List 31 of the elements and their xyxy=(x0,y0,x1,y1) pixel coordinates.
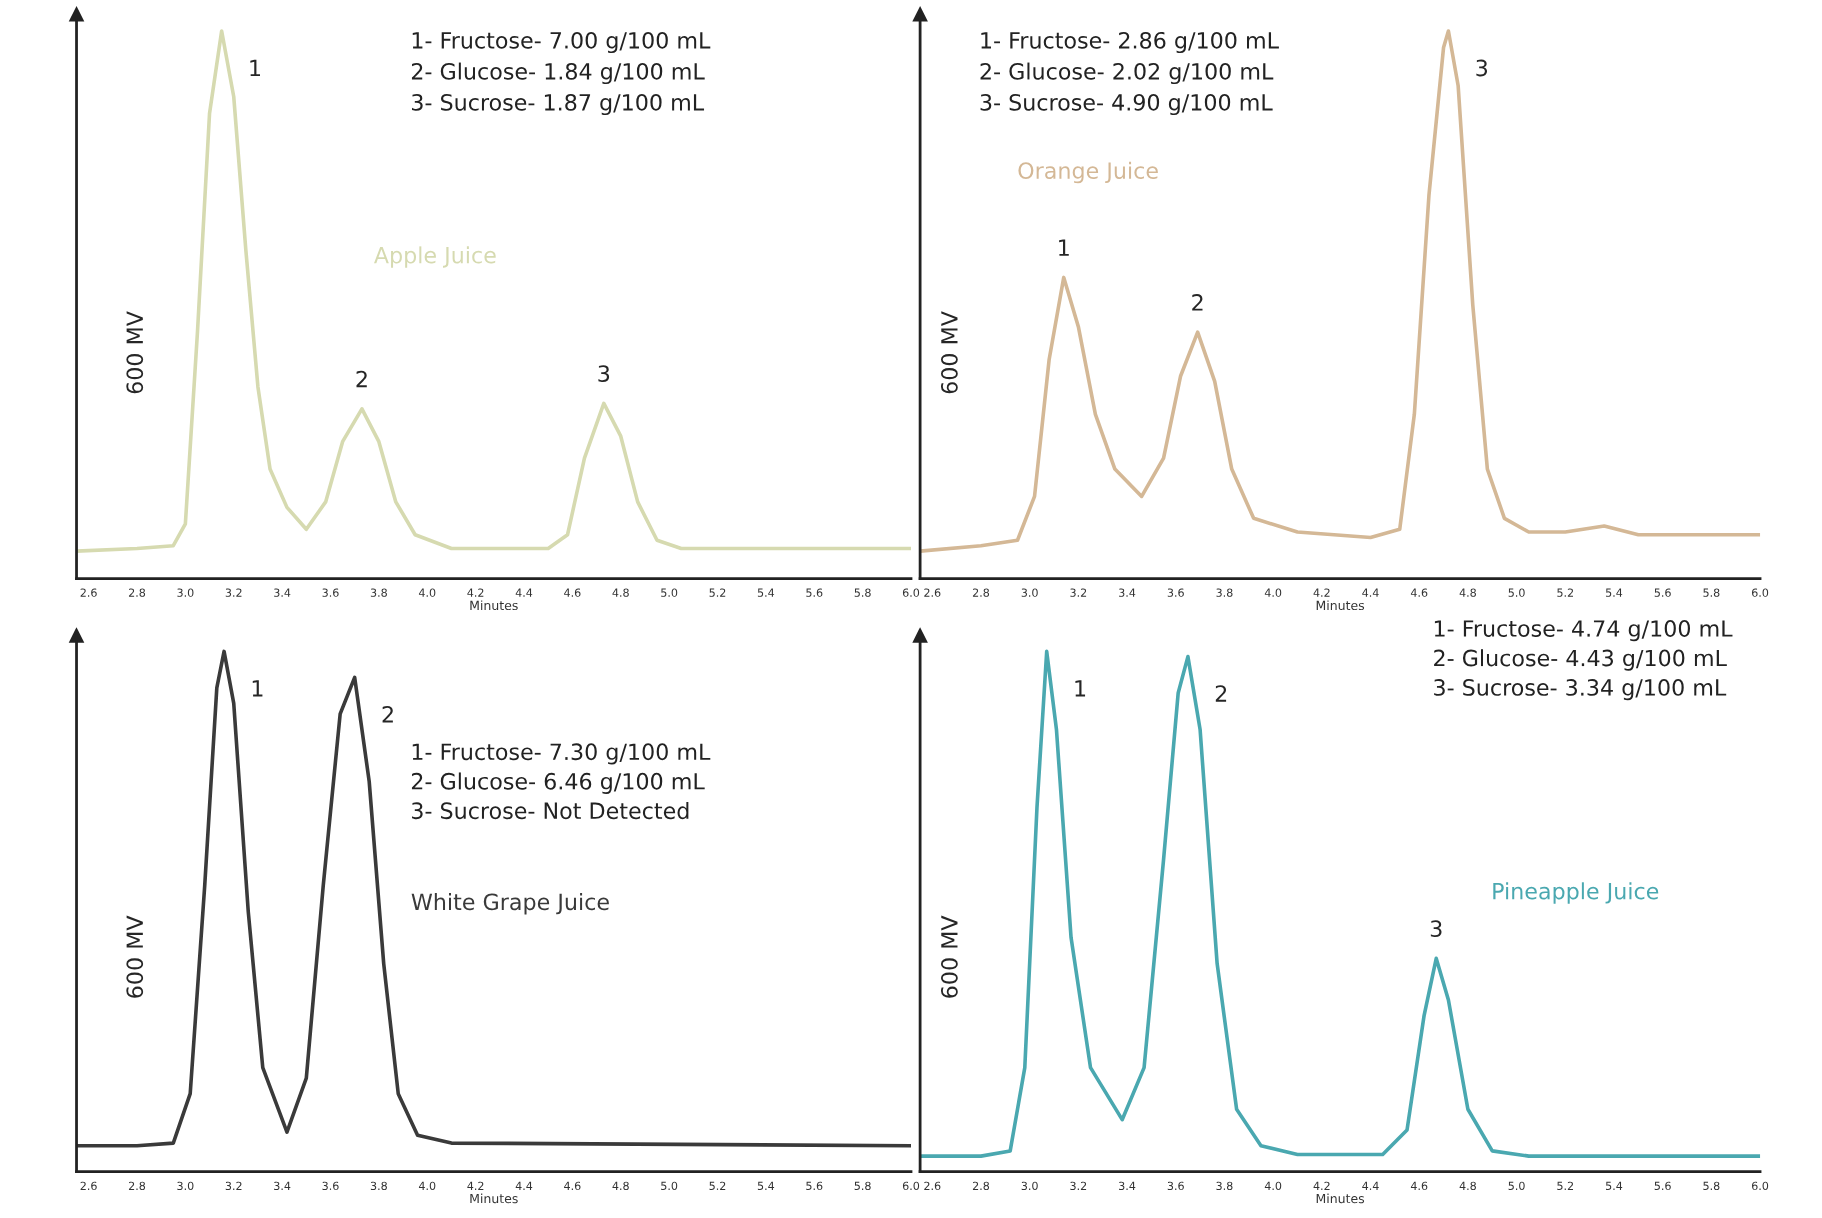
annotation: 3- Sucrose- Not Detected xyxy=(412,801,689,820)
annotation: 1 xyxy=(252,680,263,697)
annotation: 2 xyxy=(382,705,393,723)
annotation: 3- Sucrose- 3.34 g/100 mL xyxy=(1434,679,1727,701)
annotation: 3 xyxy=(1430,920,1442,938)
annotation: 1- Fructose- 7.00 g/100 mL xyxy=(412,31,711,54)
annotation: 2 xyxy=(356,370,367,388)
text: Pineapple Juice xyxy=(1493,882,1659,904)
annotation: 1- Fructose- 7.30 g/100 mL xyxy=(412,743,711,765)
annotation: 2- Glucose- 2.02 g/100 mL xyxy=(980,62,1274,85)
annotation: 1 xyxy=(1059,239,1069,256)
annotation: 3- Sucrose- 1.87 g/100 mL xyxy=(412,93,705,116)
annotation: 3 xyxy=(1476,59,1488,77)
annotation: 1 xyxy=(1075,680,1086,697)
text: Apple Juice xyxy=(374,246,496,268)
y-axis-title: 600 MV xyxy=(126,311,144,394)
annotation: 2- Glucose- 6.46 g/100 mL xyxy=(411,772,705,794)
annotation: 3 xyxy=(598,365,610,383)
y-axis-title: 600 MV xyxy=(940,915,958,998)
annotation: 2 xyxy=(1192,294,1203,311)
text: Orange Juice xyxy=(1018,161,1158,184)
annotation: 1 xyxy=(250,59,260,77)
annotation: 3- Sucrose- 4.90 g/100 mL xyxy=(980,93,1273,116)
annotation: 2 xyxy=(1215,685,1227,702)
annotation: 2- Glucose- 1.84 g/100 mL xyxy=(411,62,705,85)
text: White Grape Juice xyxy=(411,893,609,915)
y-axis-title: 600 MV xyxy=(940,311,958,394)
annotation: 1- Fructose- 2.86 g/100 mL xyxy=(981,31,1279,54)
text: 1- Fructose- 4.74 g/100 mL xyxy=(1434,620,1733,642)
y-axis-title: 600 MV xyxy=(126,915,144,998)
annotation: 2- Glucose- 4.43 g/100 mL xyxy=(1434,649,1727,671)
